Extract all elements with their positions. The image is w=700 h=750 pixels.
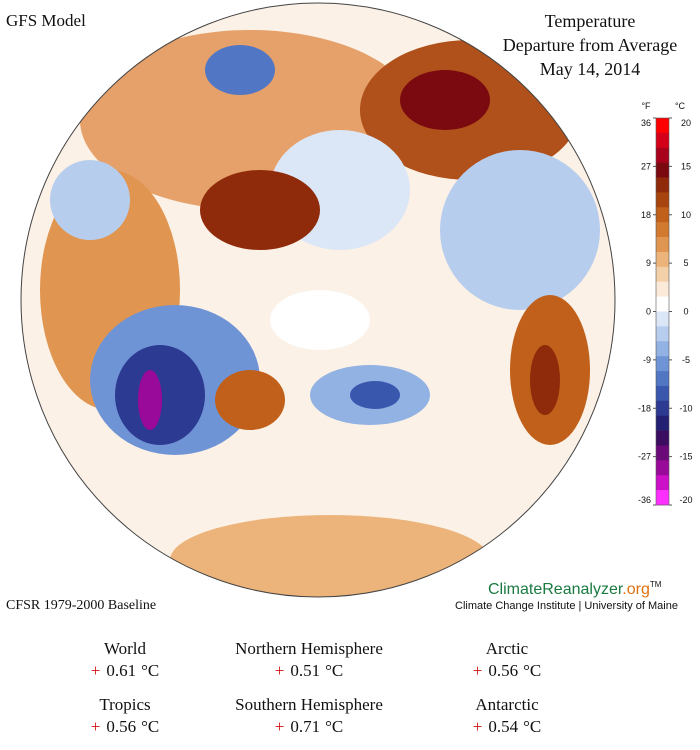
sign: + (473, 717, 483, 736)
region-name: Arctic (486, 639, 529, 658)
c-tick-label: -10 (679, 403, 692, 413)
unit: °C (325, 717, 343, 736)
colorbar-swatch (656, 118, 669, 134)
colorbar-swatch (656, 237, 669, 253)
f-tick-label: -18 (638, 403, 651, 413)
colorbar-swatch (656, 356, 669, 372)
colorbar-swatch (656, 177, 669, 193)
unit: °C (523, 661, 541, 680)
sign: + (473, 661, 483, 680)
region-value: +0.56 °C (473, 661, 541, 680)
c-tick-label: -5 (682, 355, 690, 365)
value: 0.54 (488, 717, 518, 736)
credit-line: Climate Change Institute | University of… (455, 600, 678, 612)
title-line: Departure from Average (503, 35, 678, 55)
colorbar-swatch (656, 341, 669, 357)
sign: + (91, 661, 101, 680)
unit: °C (141, 661, 159, 680)
colorbar-swatch (656, 490, 669, 506)
region-value: +0.61 °C (91, 661, 159, 680)
colorbar-swatch (656, 371, 669, 387)
model-label: GFS Model (6, 11, 86, 30)
title-line: Temperature (545, 11, 636, 31)
c-tick-label: -15 (679, 452, 692, 462)
colorbar-swatch (656, 281, 669, 297)
c-tick-label: -20 (679, 495, 692, 505)
c-tick-label: 10 (681, 210, 691, 220)
f-tick-label: 18 (641, 210, 651, 220)
c-tick-label: 5 (683, 258, 688, 268)
colorbar-swatch (656, 192, 669, 208)
c-tick-label: 20 (681, 118, 691, 128)
colorbar-swatch (656, 460, 669, 476)
c-tick-label: 0 (683, 307, 688, 317)
value: 0.61 (106, 661, 136, 680)
f-tick-label: -27 (638, 452, 651, 462)
region-value: +0.51 °C (275, 661, 343, 680)
colorbar-swatch (656, 132, 669, 149)
value: 0.71 (290, 717, 320, 736)
colorbar-swatch (656, 445, 669, 461)
colorbar-swatch (656, 385, 669, 402)
colorbar-swatch (656, 266, 669, 283)
c-unit: °C (675, 101, 686, 111)
value: 0.51 (290, 661, 320, 680)
colorbar-swatch (656, 147, 669, 163)
f-tick-label: 9 (646, 258, 651, 268)
colorbar-swatch (656, 475, 669, 491)
globe-map (21, 3, 615, 597)
colorbar-swatch (656, 251, 669, 268)
f-unit: °F (641, 101, 651, 111)
colorbar-swatch (656, 311, 669, 327)
brand-name: ClimateReanalyzer (488, 581, 624, 598)
baseline: CFSR 1979-2000 Baseline (6, 598, 156, 613)
sign: + (275, 717, 285, 736)
unit: °C (325, 661, 343, 680)
region-name: Antarctic (475, 695, 539, 714)
trademark: TM (650, 580, 662, 589)
region-name: World (104, 639, 147, 658)
unit: °C (141, 717, 159, 736)
region-value: +0.71 °C (275, 717, 343, 736)
region-value: +0.54 °C (473, 717, 541, 736)
f-tick-label: 27 (641, 161, 651, 171)
f-tick-label: 0 (646, 307, 651, 317)
colorbar-swatch (656, 430, 669, 446)
f-tick-label: -9 (643, 355, 651, 365)
brand: ClimateReanalyzer.orgTM (488, 580, 662, 598)
region-name: Northern Hemisphere (235, 639, 383, 658)
globe-outline (20, 2, 616, 598)
colorbar-swatch (656, 222, 669, 238)
brand-suffix: .org (622, 581, 650, 598)
unit: °C (523, 717, 541, 736)
colorbar-swatch (656, 326, 669, 342)
region-value: +0.56 °C (91, 717, 159, 736)
region-name: Tropics (99, 695, 150, 714)
region-name: Southern Hemisphere (235, 695, 383, 714)
sign: + (91, 717, 101, 736)
title-line: May 14, 2014 (540, 59, 641, 79)
colorbar-swatch (656, 207, 669, 223)
f-tick-label: -36 (638, 495, 651, 505)
c-tick-label: 15 (681, 161, 691, 171)
sign: + (275, 661, 285, 680)
colorbar-swatch (656, 162, 669, 178)
f-tick-label: 36 (641, 118, 651, 128)
value: 0.56 (106, 717, 136, 736)
value: 0.56 (488, 661, 518, 680)
colorbar-swatch (656, 415, 669, 431)
colorbar: 36 27 18 9 0 -9 -18 -27 -36 20 15 10 5 0 -5 -10 -15 -20 (638, 117, 693, 506)
colorbar-swatch (656, 296, 669, 312)
colorbar-swatch (656, 400, 669, 416)
